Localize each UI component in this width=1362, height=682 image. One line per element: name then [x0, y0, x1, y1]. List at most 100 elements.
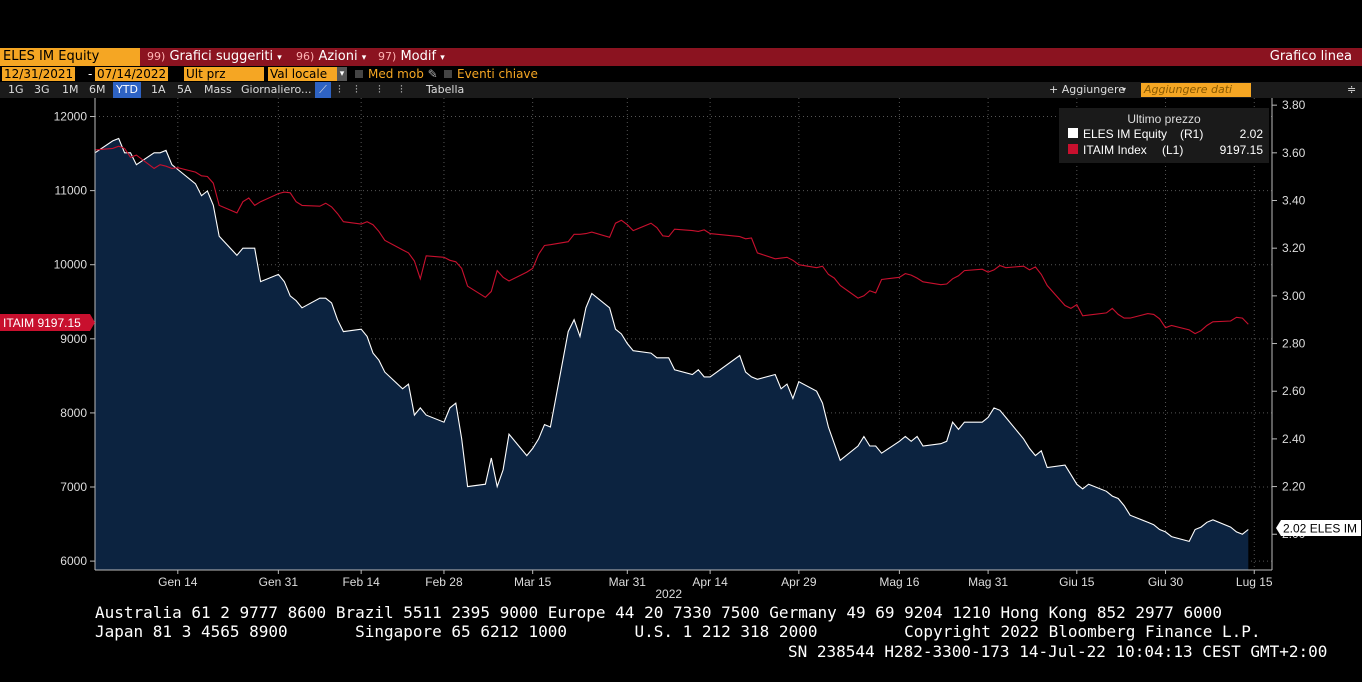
dropdown-icon: ▾ — [277, 53, 282, 63]
chart-style-icon[interactable]: ⫶ — [338, 83, 341, 96]
period-3d[interactable]: 3G — [34, 83, 50, 96]
left-tick-label: 8000 — [60, 406, 87, 420]
right-tick-label: 3.40 — [1282, 194, 1306, 208]
period-1m[interactable]: 1M — [62, 83, 79, 96]
key-events-label: Eventi chiave — [457, 67, 538, 81]
legend-swatch-equity — [1068, 128, 1078, 138]
menu-label: Grafici suggeriti — [169, 49, 274, 64]
footer-line-3: SN 238544 H282-3300-173 14-Jul-22 10:04:… — [788, 642, 1328, 661]
menu-label: Azioni — [318, 49, 358, 64]
ticker-field[interactable]: ELES IM Equity — [0, 48, 140, 66]
legend: Ultimo prezzo ELES IM Equity (R1) 2.02 I… — [1059, 108, 1269, 163]
right-tick-label: 2.60 — [1282, 384, 1306, 398]
x-tick-label: Lug 15 — [1236, 575, 1273, 589]
x-tick-label: Feb 14 — [342, 575, 380, 589]
pencil-icon: ✎ — [427, 67, 438, 81]
equity-area-fill — [95, 138, 1249, 570]
right-tick-label: 3.20 — [1282, 241, 1306, 255]
menu-label: Modif — [400, 49, 437, 64]
dropdown-icon: ▾ — [1122, 85, 1127, 94]
menu-number: 99) — [147, 50, 166, 63]
period-toolbar: 1G 3G 1M 6M YTD 1A 5A Mass Giornaliero..… — [0, 82, 1362, 98]
candle-chart-icon[interactable]: ⫶ — [378, 83, 381, 96]
table-button[interactable]: Tabella — [426, 83, 465, 96]
main-toolbar: ELES IM Equity 99) Grafici suggeriti ▾ 9… — [0, 48, 1362, 66]
key-events-toggle[interactable]: Eventi chiave — [444, 67, 538, 81]
x-tick-label: Apr 29 — [781, 575, 817, 589]
period-ytd[interactable]: YTD — [113, 82, 141, 98]
menu-number: 97) — [378, 50, 397, 63]
end-date-field[interactable]: 07/14/2022 — [95, 67, 169, 81]
date-separator: - — [88, 67, 93, 81]
left-tick-label: 11000 — [55, 184, 88, 198]
x-tick-label: Mag 31 — [968, 575, 1008, 589]
legend-axis-equity: (R1) — [1180, 127, 1203, 141]
moving-average-label: Med mob — [368, 67, 424, 81]
right-tick-label: 3.80 — [1282, 98, 1306, 112]
period-max[interactable]: Mass — [204, 83, 232, 96]
right-tick-label: 3.60 — [1282, 146, 1306, 160]
price-field[interactable]: Ult prz — [184, 67, 264, 81]
actions-menu[interactable]: 96) Azioni ▾ — [292, 48, 366, 66]
suggested-charts-menu[interactable]: 99) Grafici suggeriti ▾ — [143, 48, 282, 66]
x-tick-label: Giu 30 — [1148, 575, 1184, 589]
x-tick-label: Feb 28 — [425, 575, 463, 589]
dropdown-icon: ▾ — [361, 53, 367, 63]
legend-value-equity: 2.02 — [1240, 127, 1264, 141]
footer-line-2: Japan 81 3 4565 8900 Singapore 65 6212 1… — [95, 622, 1261, 641]
checkbox-icon — [355, 70, 363, 78]
frequency-dropdown[interactable]: Giornaliero... — [241, 83, 312, 96]
currency-field[interactable]: Val locale — [268, 67, 340, 81]
year-label: 2022 — [655, 587, 682, 600]
legend-title: Ultimo prezzo — [1127, 112, 1201, 126]
edit-menu[interactable]: 97) Modif ▾ — [374, 48, 445, 66]
range-toolbar: 12/31/2021 - 07/14/2022 Ult prz Val loca… — [0, 66, 1362, 82]
x-tick-label: Mar 15 — [514, 575, 552, 589]
x-tick-label: Giu 15 — [1059, 575, 1095, 589]
legend-axis-index: (L1) — [1162, 143, 1183, 157]
left-tick-label: 7000 — [60, 480, 87, 494]
dropdown-icon: ▾ — [440, 53, 445, 63]
period-1y[interactable]: 1A — [151, 83, 166, 96]
footer-line-1: Australia 61 2 9777 8600 Brazil 5511 239… — [95, 603, 1223, 622]
legend-background — [1059, 108, 1269, 163]
right-tag-label: 2.02 ELES IM — [1283, 522, 1357, 536]
legend-name-equity: ELES IM Equity — [1083, 127, 1167, 141]
right-tick-label: 2.80 — [1282, 337, 1306, 351]
period-1d[interactable]: 1G — [8, 83, 24, 96]
equity-line — [94, 137, 1249, 543]
legend-value-index: 9197.15 — [1220, 143, 1264, 157]
axes: Gen 14 Gen 31 Feb 14 Feb 28 Mar 15 Mar 31 Apr … — [54, 98, 1306, 600]
x-tick-label: Gen 31 — [259, 575, 299, 589]
dropdown-icon[interactable]: ▾ — [337, 67, 347, 81]
period-6m[interactable]: 6M — [89, 83, 106, 96]
add-data-input[interactable]: Aggiungere dati — [1141, 83, 1251, 97]
start-date-field[interactable]: 12/31/2021 — [2, 67, 76, 81]
add-data-button[interactable]: + Aggiungere — [1049, 83, 1126, 96]
bar-chart-icon[interactable]: ⫶ — [355, 83, 358, 96]
moving-average-toggle[interactable]: Med mob ✎ — [355, 67, 438, 81]
ohlc-chart-icon[interactable]: ⫶ — [400, 83, 403, 96]
left-tick-label: 10000 — [54, 258, 88, 272]
x-tick-label: Mag 16 — [879, 575, 919, 589]
menu-icon[interactable]: ≑ — [1347, 83, 1357, 96]
legend-name-index: ITAIM Index — [1083, 143, 1147, 157]
index-line — [94, 145, 1249, 335]
right-tick-label: 2.20 — [1282, 480, 1306, 494]
menu-number: 96) — [296, 50, 315, 63]
period-5y[interactable]: 5A — [177, 83, 192, 96]
equity-series — [94, 137, 1249, 570]
index-series — [94, 145, 1249, 335]
right-tick-label: 2.40 — [1282, 432, 1306, 446]
legend-swatch-index — [1068, 144, 1078, 154]
left-price-tag: ITAIM 9197.15 — [0, 314, 95, 331]
right-tick-label: 3.00 — [1282, 289, 1306, 303]
left-tick-label: 12000 — [54, 110, 88, 124]
checkbox-icon — [444, 70, 452, 78]
left-tick-label: 6000 — [60, 554, 87, 568]
line-chart-icon[interactable]: ⟋ — [315, 82, 331, 98]
price-chart: Gen 14 Gen 31 Feb 14 Feb 28 Mar 15 Mar 31 Apr … — [0, 98, 1361, 600]
right-price-tag: 2.02 ELES IM — [1276, 520, 1361, 536]
chart-type-label[interactable]: Grafico linea — [1269, 49, 1352, 64]
left-tick-label: 9000 — [60, 332, 87, 346]
